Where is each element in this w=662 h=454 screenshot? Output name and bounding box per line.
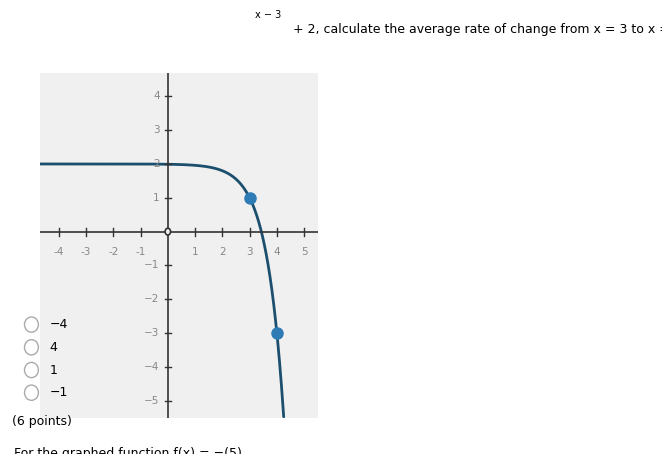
Text: -1: -1 bbox=[136, 247, 146, 257]
Text: −1: −1 bbox=[50, 386, 68, 399]
Text: + 2, calculate the average rate of change from x = 3 to x = 4.: + 2, calculate the average rate of chang… bbox=[289, 24, 662, 36]
Text: −3: −3 bbox=[144, 328, 160, 338]
Text: For the graphed function f(x) = −(5): For the graphed function f(x) = −(5) bbox=[14, 447, 242, 454]
Text: 1: 1 bbox=[153, 193, 160, 203]
Text: 4: 4 bbox=[153, 91, 160, 101]
Text: −5: −5 bbox=[144, 396, 160, 406]
Text: 4: 4 bbox=[273, 247, 280, 257]
Text: 2: 2 bbox=[153, 159, 160, 169]
Circle shape bbox=[165, 228, 171, 235]
Text: −1: −1 bbox=[144, 261, 160, 271]
Text: −2: −2 bbox=[144, 294, 160, 304]
Text: 2: 2 bbox=[219, 247, 226, 257]
Text: 1: 1 bbox=[192, 247, 199, 257]
Text: -4: -4 bbox=[54, 247, 64, 257]
Text: x − 3: x − 3 bbox=[255, 10, 281, 20]
Text: 3: 3 bbox=[153, 125, 160, 135]
Text: 1: 1 bbox=[50, 364, 58, 376]
Text: 4: 4 bbox=[50, 341, 58, 354]
Text: 5: 5 bbox=[301, 247, 307, 257]
Text: -2: -2 bbox=[108, 247, 118, 257]
Text: (6 points): (6 points) bbox=[12, 415, 71, 429]
Text: −4: −4 bbox=[50, 318, 68, 331]
Text: −4: −4 bbox=[144, 362, 160, 372]
Text: -3: -3 bbox=[81, 247, 91, 257]
Text: 3: 3 bbox=[246, 247, 253, 257]
